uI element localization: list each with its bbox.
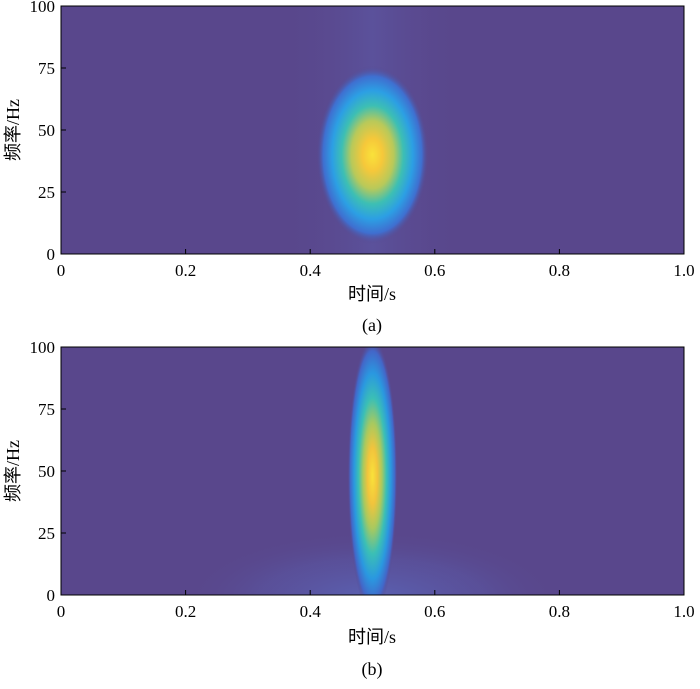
x-tick-label-b: 0.2 [175, 602, 196, 621]
ylabel-b: 频率/Hz [3, 440, 23, 502]
y-tick-label-a: 25 [38, 183, 55, 202]
ylabel-a: 频率/Hz [3, 99, 23, 161]
y-tick-label-a: 100 [30, 0, 56, 16]
x-tick-label-a: 0.6 [424, 261, 445, 280]
panel-a: 0 0.2 0.4 0.6 0.8 1.0 0 25 50 75 100 频率/Hz 时间/s (a… [3, 0, 695, 336]
xlabel-b: 时间/s [348, 627, 396, 647]
axes-a: 0 0.2 0.4 0.6 0.8 1.0 0 25 50 75 100 [30, 0, 695, 280]
panel-b: 0 0.2 0.4 0.6 0.8 1.0 0 25 50 75 100 频率/Hz 时间/s (b… [3, 338, 695, 680]
y-tick-label-a: 75 [38, 59, 55, 78]
x-tick-label-b: 0.6 [424, 602, 445, 621]
y-tick-label-b: 100 [30, 338, 56, 357]
x-tick-label-a: 0.8 [549, 261, 570, 280]
x-tick-label-b: 0.8 [549, 602, 570, 621]
y-tick-label-b: 25 [38, 524, 55, 543]
energy-blob-a [316, 65, 429, 245]
energy-blob-b [347, 347, 398, 595]
xlabel-a: 时间/s [348, 284, 396, 304]
axes-b: 0 0.2 0.4 0.6 0.8 1.0 0 25 50 75 100 [30, 338, 695, 621]
x-tick-label-a: 0 [57, 261, 66, 280]
y-tick-label-b: 75 [38, 400, 55, 419]
y-tick-label-a: 50 [38, 121, 55, 140]
y-tick-label-b: 0 [47, 586, 56, 605]
x-tick-label-b: 0 [57, 602, 66, 621]
y-tick-label-a: 0 [47, 245, 56, 264]
panel-label-b: (b) [362, 659, 383, 680]
x-tick-label-a: 1.0 [673, 261, 694, 280]
x-tick-label-b: 0.4 [300, 602, 322, 621]
x-tick-label-a: 0.4 [300, 261, 322, 280]
x-tick-label-a: 0.2 [175, 261, 196, 280]
y-tick-label-b: 50 [38, 462, 55, 481]
x-tick-label-b: 1.0 [673, 602, 694, 621]
panel-label-a: (a) [362, 315, 382, 336]
